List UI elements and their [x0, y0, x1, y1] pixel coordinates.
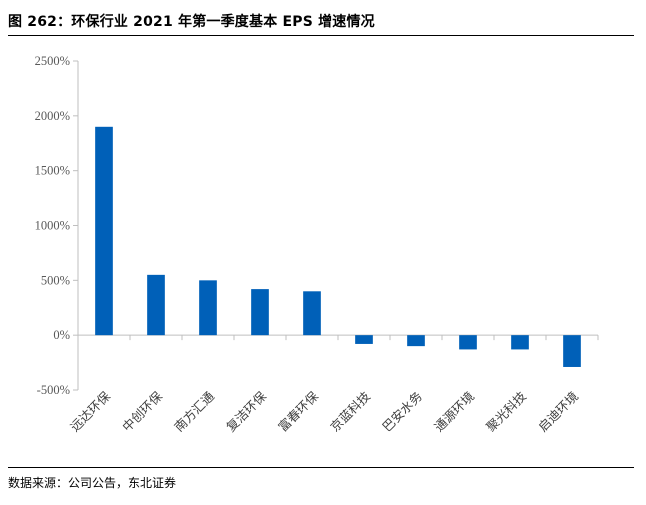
x-tick-label: 富春环保 — [275, 388, 321, 434]
bottom-rule — [8, 467, 634, 468]
x-tick-label: 复洁环保 — [223, 388, 269, 434]
y-tick-label: 1000% — [35, 219, 70, 233]
x-tick-label: 远达环保 — [67, 388, 113, 434]
bar — [199, 280, 217, 336]
source-note: 数据来源：公司公告，东北证券 — [8, 476, 177, 490]
bar — [355, 335, 373, 344]
x-tick-label: 聚光科技 — [483, 388, 529, 434]
bar — [303, 291, 321, 336]
y-tick-label: 0% — [53, 328, 70, 342]
top-rule — [8, 35, 634, 36]
bar — [95, 126, 113, 336]
x-tick-label: 中创环保 — [119, 388, 165, 434]
y-tick-label: 2500% — [35, 54, 70, 68]
bar — [251, 289, 269, 336]
bar — [147, 274, 165, 336]
y-tick-label: -500% — [37, 383, 70, 397]
bar — [511, 335, 529, 350]
x-tick-label: 京蓝科技 — [327, 388, 373, 434]
y-tick-label: 2000% — [35, 109, 70, 123]
x-tick-label: 巴安水务 — [379, 389, 425, 435]
y-tick-label: 500% — [41, 273, 70, 287]
x-tick-label: 启迪环境 — [535, 389, 581, 435]
x-tick-label: 通源环境 — [431, 389, 477, 435]
bar — [407, 335, 425, 347]
bar — [459, 335, 477, 350]
figure-title: 图 262：环保行业 2021 年第一季度基本 EPS 增速情况 — [8, 14, 375, 30]
y-tick-label: 1500% — [35, 164, 70, 178]
bar — [563, 335, 581, 367]
x-tick-label: 南方汇通 — [171, 388, 217, 434]
